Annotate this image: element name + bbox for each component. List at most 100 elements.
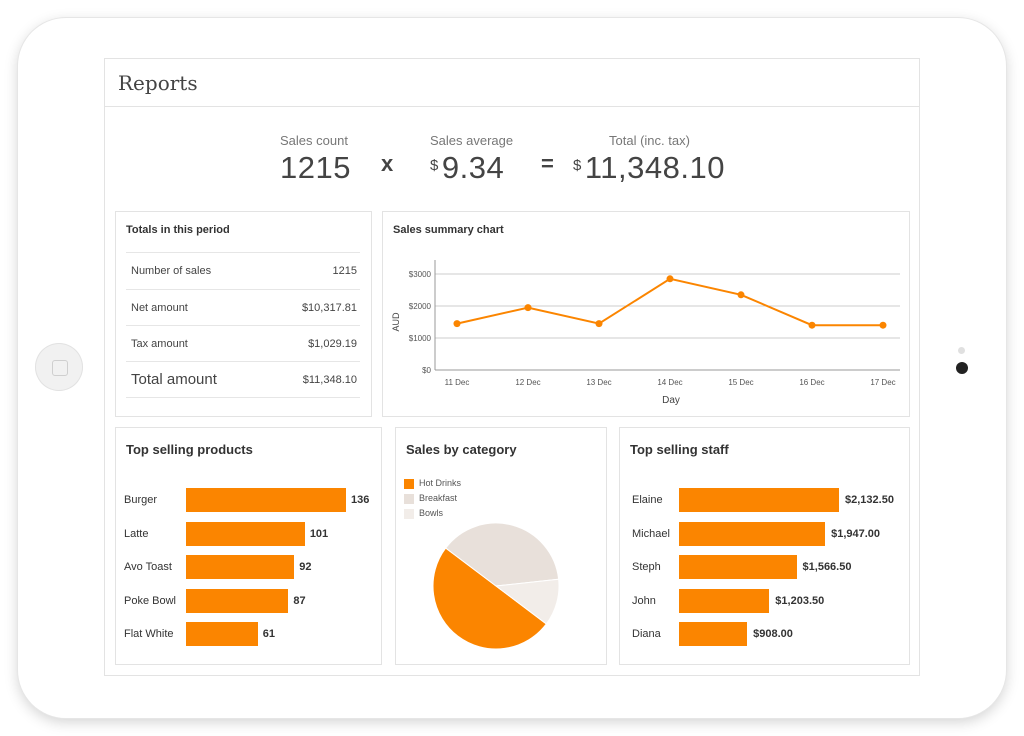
top-products-card: Top selling products Burger 136 Latte 101 Av…: [115, 427, 382, 665]
total-metric: Total (inc. tax) $11,348.10: [573, 133, 725, 186]
home-button[interactable]: [35, 343, 83, 391]
totals-card: Totals in this period Number of sales 12…: [115, 211, 372, 417]
bar-category-label: Poke Bowl: [124, 594, 176, 607]
bar: [186, 622, 258, 646]
table-row: Number of sales 1215: [126, 252, 360, 289]
row-label: Number of sales: [131, 265, 212, 277]
bar-category-label: Burger: [124, 494, 158, 506]
data-point: [879, 321, 887, 329]
bar-category-label: Latte: [124, 527, 149, 540]
legend-label: Breakfast: [419, 493, 458, 503]
legend-swatch: [404, 478, 414, 489]
x-tick-label: 14 Dec: [657, 378, 682, 387]
equals-operator: =: [541, 151, 554, 176]
page-title: Reports: [118, 71, 198, 95]
sales-average-value-wrap: $9.34: [430, 150, 513, 186]
legend-item: Hot Drinks: [404, 478, 461, 489]
bar-category-label: Elaine: [632, 494, 663, 506]
camera-dot: [956, 362, 968, 374]
x-tick-label: 11 Dec: [445, 378, 470, 387]
bar-category-label: Diana: [632, 628, 661, 640]
pie-slice: [444, 522, 560, 587]
reports-screen: Reports Sales count 1215 x Sales average…: [104, 58, 920, 676]
data-point: [524, 304, 532, 312]
bar-category-label: Avo Toast: [124, 561, 172, 573]
pie-slice: [494, 578, 560, 625]
totals-title: Totals in this period: [126, 224, 230, 236]
top-staff-title: Top selling staff: [630, 442, 729, 457]
top-products-title: Top selling products: [126, 442, 253, 457]
top-staff-card: Top selling staff Elaine $2,132.50 Michael…: [619, 427, 910, 665]
bar: [186, 588, 289, 613]
total-label: Total (inc. tax): [609, 133, 690, 148]
bar-value-label: $908.00: [753, 628, 793, 640]
row-label: Tax amount: [131, 338, 188, 350]
total-value-wrap: $11,348.10: [573, 150, 725, 186]
bar-value-label: 136: [351, 494, 370, 506]
bar: [679, 488, 839, 512]
y-tick-label: $0: [422, 366, 431, 375]
y-tick-label: $3000: [409, 270, 432, 279]
sales-line-chart: $0 $1000 $2000 $3000 AUD 11 Dec 12 Dec 13 Dec 14…: [391, 260, 900, 406]
x-tick-label: 12 Dec: [515, 378, 540, 387]
x-tick-label: 15 Dec: [728, 378, 753, 387]
sales-summary-card: Sales summary chart $0 $1000 $2000 $3000 AUD…: [382, 211, 910, 417]
bar-category-label: Steph: [632, 561, 661, 573]
row-value: $1,029.19: [308, 338, 357, 350]
x-tick-label: 13 Dec: [586, 378, 611, 387]
table-row: Tax amount $1,029.19: [126, 325, 360, 362]
sales-count-label: Sales count: [280, 133, 348, 148]
sales-count-value: 1215: [280, 150, 351, 185]
table-row-total: Total amount $11,348.10: [126, 361, 360, 398]
legend-label: Bowls: [419, 508, 444, 518]
bar: [679, 555, 797, 579]
legend-swatch: [404, 493, 414, 504]
total-value: 11,348.10: [584, 150, 725, 185]
sales-summary-title: Sales summary chart: [393, 224, 504, 236]
currency-symbol: $: [430, 157, 439, 174]
pie-slice: [432, 547, 548, 650]
table-row: Net amount $10,317.81: [126, 289, 360, 326]
sales-average-value: 9.34: [441, 150, 505, 185]
bar: [679, 521, 826, 546]
series-line: [456, 277, 883, 327]
x-axis-label: Day: [662, 395, 680, 406]
data-point: [666, 275, 674, 283]
sales-category-title: Sales by category: [406, 442, 517, 457]
row-value: 1215: [332, 265, 357, 277]
bar-value-label: 87: [293, 594, 306, 607]
currency-symbol: $: [573, 157, 582, 174]
data-point: [453, 320, 461, 328]
x-tick-label: 16 Dec: [799, 378, 824, 387]
sensor-dot: [958, 347, 965, 354]
sales-average-label: Sales average: [430, 133, 514, 148]
bar: [186, 521, 305, 546]
legend-item: Bowls: [404, 508, 443, 519]
bar-value-label: $1,947.00: [831, 527, 881, 540]
y-tick-label: $1000: [409, 334, 432, 343]
bar-value-label: $2,132.50: [845, 494, 894, 506]
bar-value-label: 61: [262, 628, 275, 640]
x-tick-label: 17 Dec: [870, 378, 895, 387]
multiply-operator: x: [381, 151, 394, 176]
bar: [679, 588, 770, 613]
legend-swatch: [404, 508, 414, 519]
sales-category-card: Sales by category Hot Drinks Breakfast Bow…: [395, 427, 607, 665]
sales-count-metric: Sales count 1215: [280, 133, 351, 186]
bar-value-label: $1,203.50: [775, 594, 825, 607]
row-label: Net amount: [131, 302, 188, 314]
bar: [679, 622, 748, 646]
data-point: [595, 320, 603, 328]
category-pie-chart: [432, 522, 560, 650]
legend-label: Hot Drinks: [419, 478, 462, 488]
bar-value-label: 92: [299, 561, 312, 573]
data-point: [737, 291, 745, 299]
row-value: $10,317.81: [301, 302, 357, 314]
legend-item: Breakfast: [404, 493, 457, 504]
bar: [186, 555, 295, 579]
page-header: Reports: [105, 59, 919, 107]
bar-category-label: Michael: [632, 527, 670, 540]
y-tick-label: $2000: [409, 302, 432, 311]
y-axis-label: AUD: [391, 312, 401, 332]
sales-average-metric: Sales average $9.34: [430, 133, 513, 186]
